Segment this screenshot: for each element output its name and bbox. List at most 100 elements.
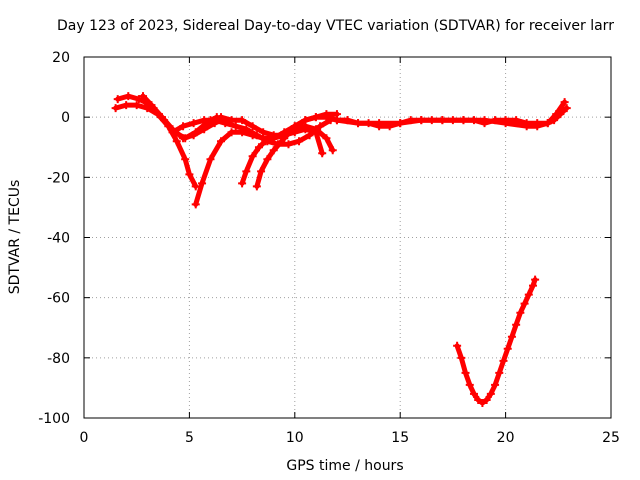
data-point [248,122,257,131]
data-point [328,146,337,155]
data-point [179,122,188,131]
data-point [396,119,405,128]
data-point [242,167,251,176]
data-point [465,380,474,389]
data-point [189,119,198,128]
data-point [181,155,190,164]
data-point [295,137,304,146]
data-point [562,104,571,113]
data-point [354,119,363,128]
data-point [124,92,133,101]
data-point [459,116,468,125]
y-tick-label: 20 [52,50,70,66]
x-axis-label: GPS time / hours [286,458,403,474]
data-point [417,116,426,125]
data-point [257,167,266,176]
series-track-10 [332,98,569,131]
data-point [254,143,263,152]
data-point [486,389,495,398]
data-point [469,389,478,398]
data-point [200,125,209,134]
data-point [290,122,299,131]
tick-layer: 0 5 10 15 20 25 20 0 -20 -40 -60 -80 -100 [38,50,620,446]
data-point [238,179,247,188]
data-point [453,341,462,350]
data-point [189,131,198,140]
data-point [157,113,166,122]
data-point [501,119,510,128]
data-point [168,128,177,137]
data-point [122,101,131,110]
data-point [322,134,331,143]
data-point [179,134,188,143]
x-tick-label: 5 [185,430,194,446]
series-trail [170,117,334,147]
data-point [533,122,542,131]
y-axis-label: SDTVAR / TECUs [7,180,23,295]
data-point [198,179,207,188]
data-point [206,116,215,125]
x-tick-label: 15 [391,430,409,446]
data-point [531,275,540,284]
data-point [259,128,268,137]
data-point [457,353,466,362]
data-point [227,116,236,125]
x-tick-label: 0 [80,430,89,446]
data-point [227,128,236,137]
data-point [332,116,341,125]
data-point [438,116,447,125]
grid-layer [84,57,611,418]
data-point [134,95,143,104]
data-point [311,128,320,137]
plot-frame [83,56,612,419]
data-point [248,131,257,140]
data-point [516,308,525,317]
x-tick-label: 10 [286,430,304,446]
data-point [113,95,122,104]
data-point [524,290,533,299]
data-point [480,116,489,125]
series-trail [140,93,224,141]
y-tick-label: -20 [47,170,70,186]
data-point [217,137,226,146]
series-track-11 [453,275,540,407]
data-point [478,398,487,407]
x-tick-label: 20 [497,430,515,446]
data-point [248,152,257,161]
data-point [261,137,270,146]
data-point [172,137,181,146]
data-point [206,155,215,164]
data-point [512,320,521,329]
y-tick-label: 0 [61,110,70,126]
data-point [318,149,327,158]
data-point [461,368,470,377]
data-point [491,380,500,389]
data-point [499,356,508,365]
data-point [231,122,240,131]
data-point [507,332,516,341]
data-point [191,200,200,209]
data-point [529,281,538,290]
data-point [284,140,293,149]
data-point [522,122,531,131]
data-point [132,101,141,110]
data-point [139,92,148,101]
data-point [482,395,491,404]
data-point [520,299,529,308]
x-tick-label: 25 [602,430,620,446]
data-point [316,122,325,131]
series-track-8 [252,113,352,191]
series-trail [113,102,199,189]
data-point [238,128,247,137]
y-tick-label: -80 [47,351,70,367]
data-point [474,395,483,404]
chart-title: Day 123 of 2023, Sidereal Day-to-day VTE… [57,18,614,34]
data-point [301,125,310,134]
data-point [322,113,331,122]
data-point [185,170,194,179]
series-layer [111,92,571,407]
data-point [147,101,156,110]
data-point [543,119,552,128]
y-tick-label: -60 [47,291,70,307]
